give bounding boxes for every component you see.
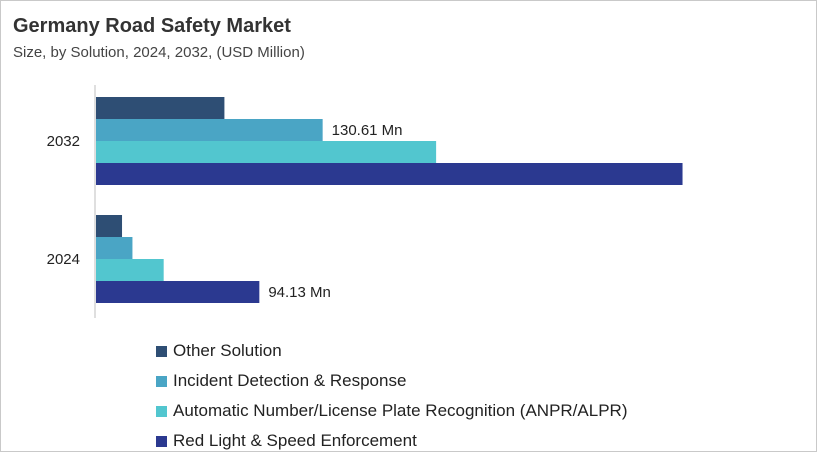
legend-label: Other Solution [173, 341, 282, 360]
bar-2024-series-0 [96, 215, 123, 237]
data-label: 94.13 Mn [268, 284, 331, 301]
legend-item: Incident Detection & Response [156, 366, 627, 396]
legend-label: Automatic Number/License Plate Recogniti… [173, 401, 628, 420]
bar-2032-series-1 [96, 119, 323, 141]
legend-label: Red Light & Speed Enforcement [173, 431, 417, 450]
legend-item: Other Solution [156, 336, 627, 366]
legend-swatch [156, 405, 167, 417]
bar-2024-series-3 [96, 281, 260, 303]
legend-item: Automatic Number/License Plate Recogniti… [156, 396, 627, 426]
bar-2032-series-2 [96, 141, 437, 163]
bar-2032-series-0 [96, 97, 225, 119]
legend-swatch [156, 375, 167, 387]
data-label: 130.61 Mn [332, 122, 403, 139]
category-label: 2032 [47, 133, 80, 150]
chart-subtitle: Size, by Solution, 2024, 2032, (USD Mill… [13, 44, 305, 61]
bar-2024-series-1 [96, 237, 133, 259]
category-label: 2024 [47, 251, 80, 268]
chart-legend: Other Solution Incident Detection & Respo… [156, 336, 627, 456]
bar-2032-series-3 [96, 163, 683, 185]
bar-2024-series-2 [96, 259, 164, 281]
legend-item: Red Light & Speed Enforcement [156, 426, 627, 456]
legend-swatch [156, 435, 167, 447]
legend-swatch [156, 345, 167, 357]
legend-label: Incident Detection & Response [173, 371, 407, 390]
chart-title: Germany Road Safety Market [13, 15, 291, 37]
